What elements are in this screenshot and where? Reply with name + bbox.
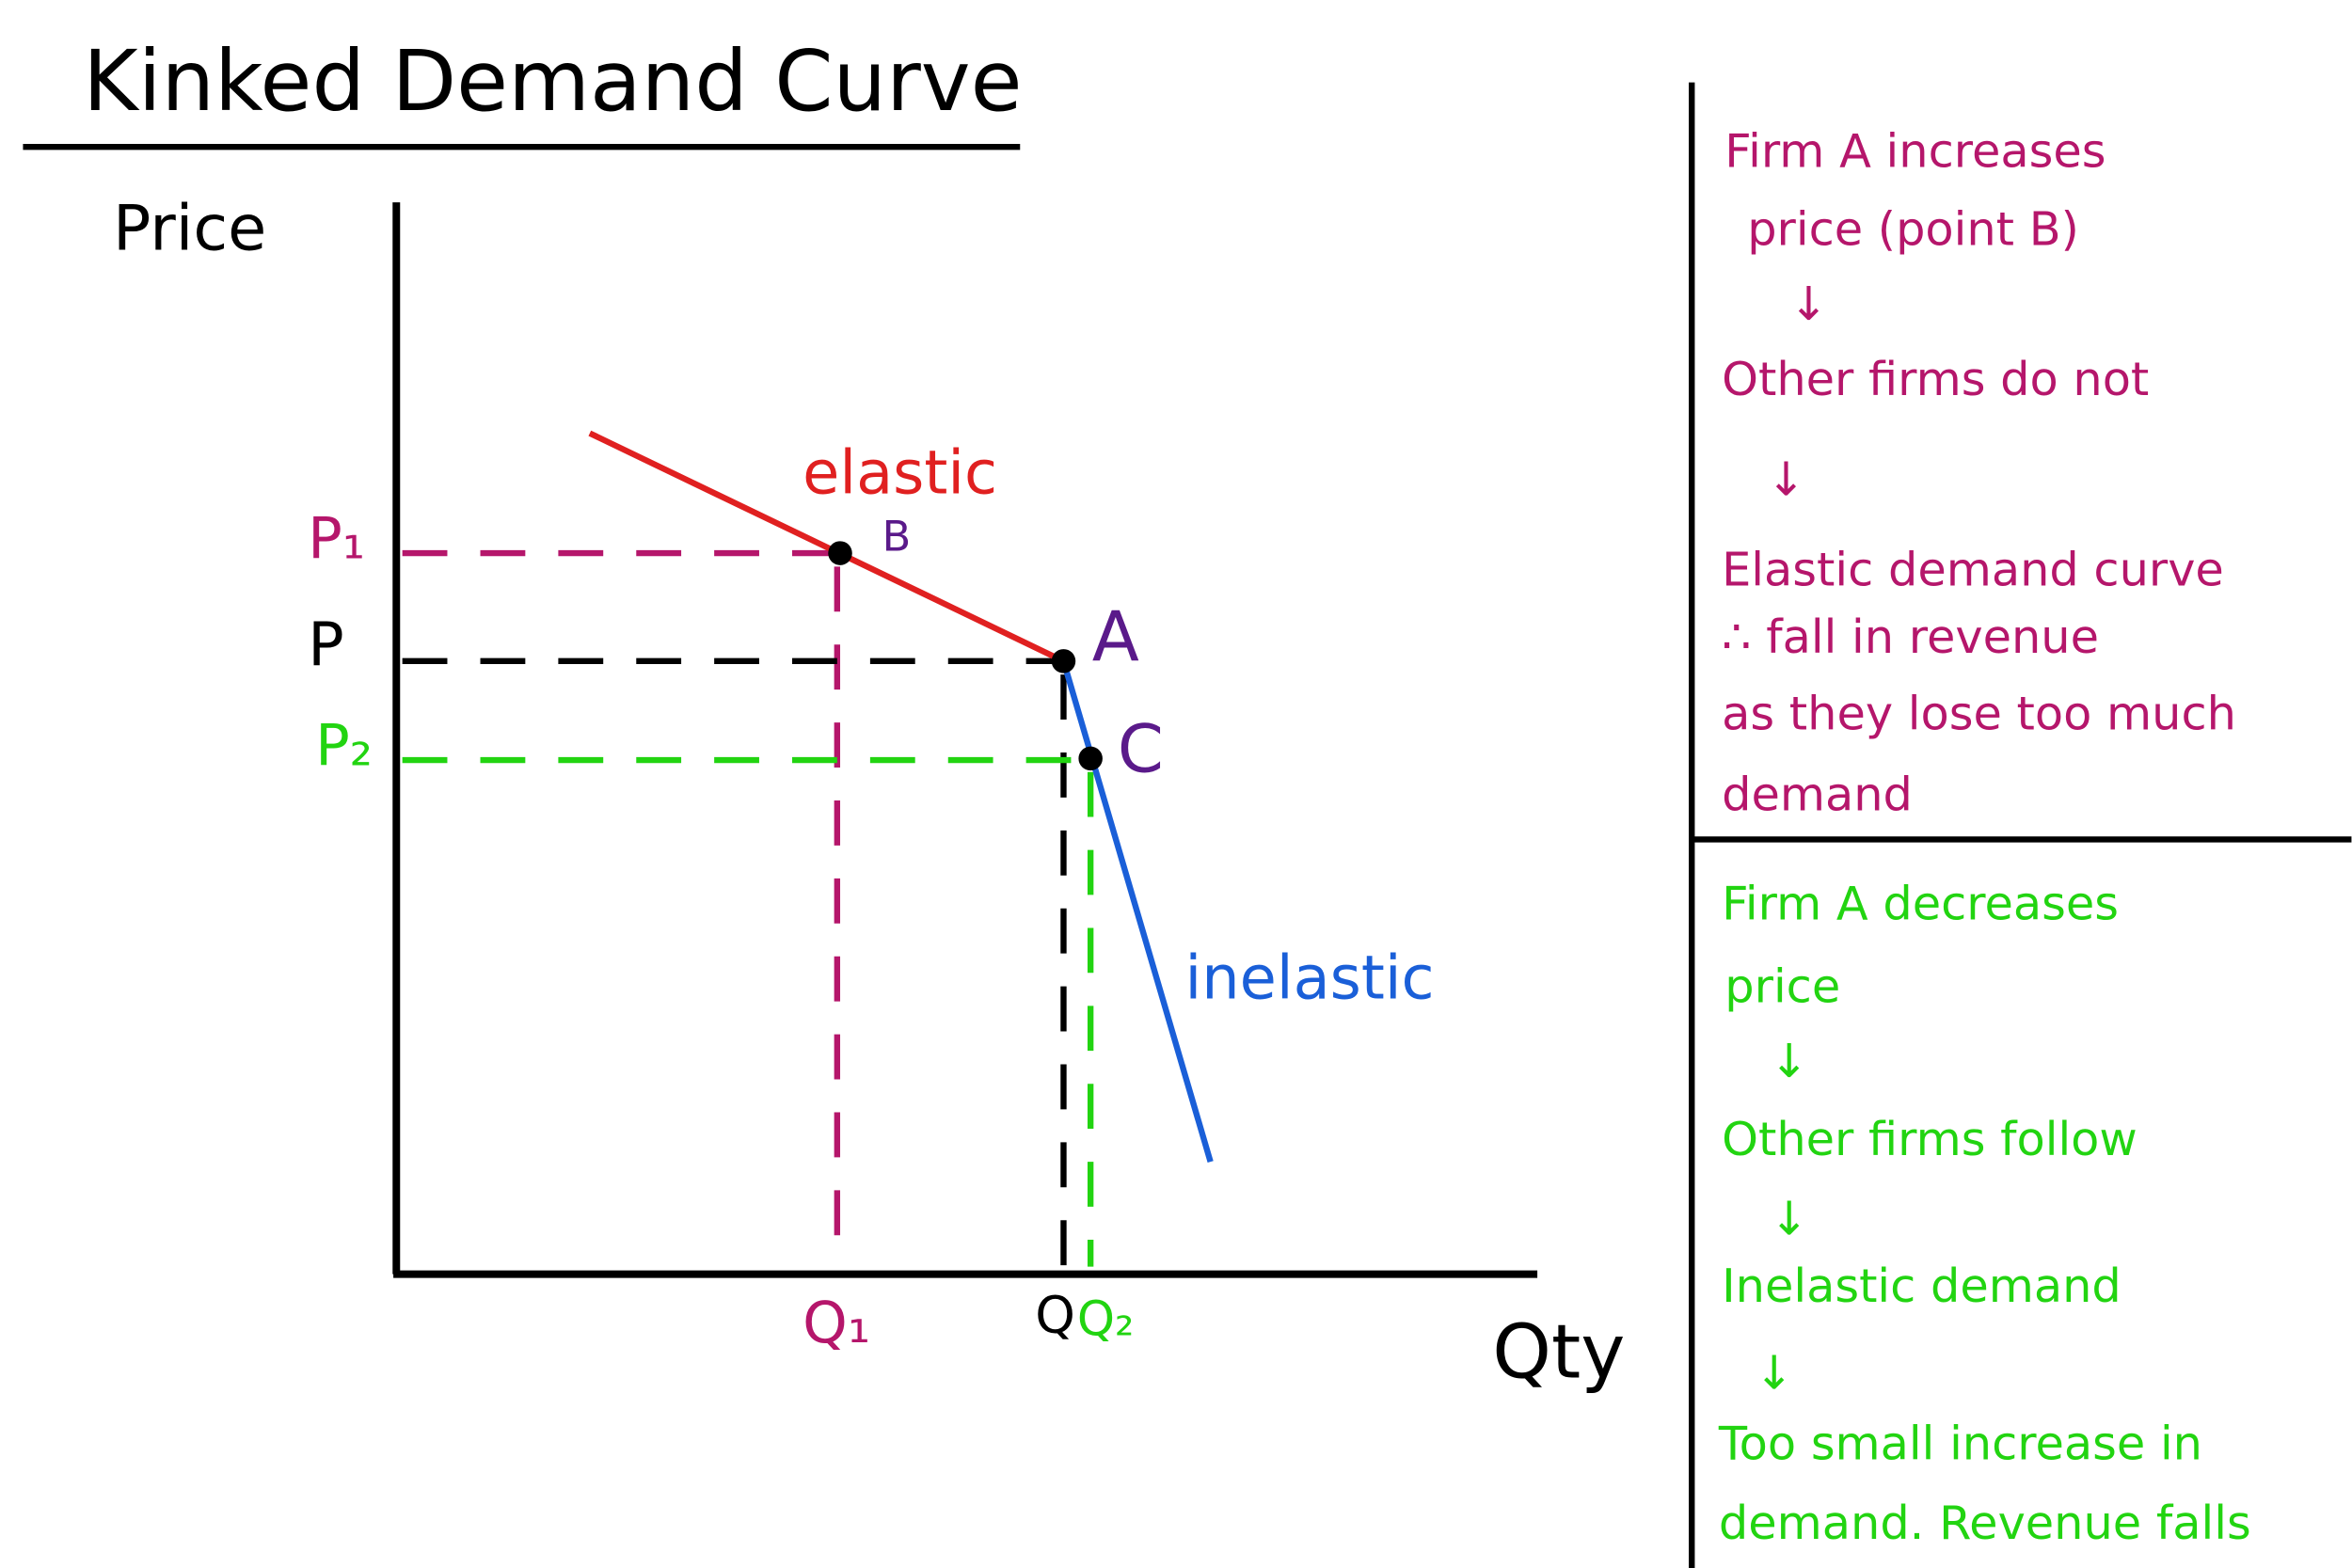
panel-line: Other firms follow [1722, 1112, 2137, 1166]
point-b-label: B [882, 513, 912, 562]
arrow: ↓ [1755, 1346, 1793, 1401]
p1-label: P₁ [308, 507, 365, 573]
panel-line: price [1724, 958, 1840, 1013]
elastic-label: elastic [803, 438, 997, 508]
panel-line: demand. Revenue falls [1719, 1496, 2251, 1550]
arrow: ↓ [1770, 1191, 1808, 1245]
point-a [1051, 649, 1076, 673]
panel-line: Firm A decreases [1722, 877, 2119, 931]
arrow: ↓ [1770, 1034, 1808, 1088]
point-c [1078, 746, 1103, 771]
point-c-label: C [1118, 711, 1164, 788]
inelastic-segment [1060, 659, 1214, 1164]
decrease-panel: Firm A decreases price ↓ Other firms fol… [1718, 877, 2251, 1550]
panel-line: Elastic demand curve [1722, 542, 2224, 596]
panel-line: Inelastic demand [1722, 1259, 2122, 1313]
panel-line: demand [1722, 767, 1913, 821]
p-label: P [308, 611, 343, 681]
panel-line: price (point B) [1747, 202, 2079, 257]
arrow: ↓ [1789, 277, 1828, 331]
q2-label: Q₂ [1077, 1292, 1135, 1348]
panel-line: as they lose too much [1722, 686, 2236, 740]
q1-label: Q₁ [803, 1291, 870, 1356]
title: Kinked Demand Curve [83, 33, 1022, 131]
point-b [828, 541, 852, 565]
q-label: Q [1035, 1286, 1075, 1345]
increase-panel: Firm A increases price (point B) ↓ Other… [1722, 124, 2236, 822]
panel-line: Too small increase in [1718, 1416, 2202, 1470]
panel-line: ∴ fall in revenue [1722, 610, 2099, 664]
point-a-label: A [1092, 597, 1139, 677]
panel-line: Firm A increases [1724, 124, 2106, 179]
p2-label: P₂ [315, 713, 373, 779]
arrow: ↓ [1767, 452, 1805, 507]
guides [402, 549, 1094, 1267]
x-axis-label: Qty [1492, 1307, 1625, 1395]
y-axis-label: Price [113, 192, 266, 265]
panel-line: Other firms do not [1722, 352, 2149, 406]
elastic-segment [588, 430, 1065, 664]
inelastic-label: inelastic [1185, 943, 1435, 1013]
